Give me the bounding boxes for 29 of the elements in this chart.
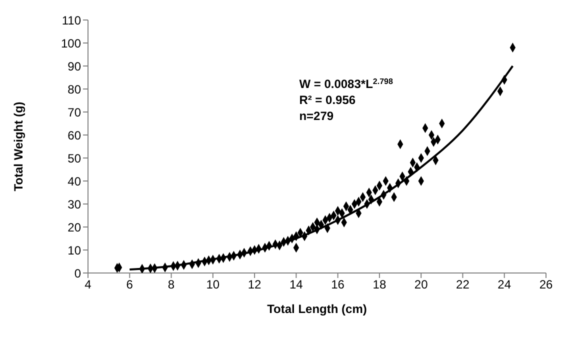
- x-tick-label: 14: [290, 278, 304, 292]
- x-tick-label: 12: [248, 278, 262, 292]
- y-tick-label: 40: [68, 174, 82, 188]
- y-tick-label: 10: [68, 243, 82, 258]
- y-tick-label: 20: [68, 220, 82, 234]
- x-tick-label: 20: [414, 278, 428, 292]
- annotation: R² = 0.956: [299, 93, 356, 107]
- y-tick-label: 0: [74, 266, 82, 280]
- x-axis-title: Total Length (cm): [267, 302, 367, 316]
- x-tick-label: 8: [168, 278, 175, 292]
- x-tick-label: 16: [331, 278, 345, 292]
- y-tick-label: 60: [68, 128, 82, 142]
- y-tick-label: 110: [62, 13, 82, 28]
- annotation: n=279: [299, 109, 334, 123]
- y-tick-label: 70: [68, 105, 82, 120]
- y-tick-label: 80: [68, 82, 82, 96]
- y-tick-label: 90: [68, 59, 82, 74]
- x-tick-label: 6: [126, 278, 134, 292]
- y-tick-label: 100: [60, 36, 82, 50]
- x-tick-label: 26: [539, 278, 553, 292]
- y-tick-label: 30: [68, 197, 82, 212]
- x-tick-label: 24: [498, 278, 512, 292]
- annotation: W = 0.0083*L$^{2.798}$: [299, 76, 394, 91]
- x-tick-label: 4: [84, 278, 92, 292]
- x-tick-label: 18: [372, 278, 386, 292]
- y-axis-title: Total Weight (g): [11, 102, 26, 192]
- y-tick-label: 50: [68, 151, 82, 166]
- x-tick-label: 10: [206, 278, 220, 292]
- x-tick-label: 22: [456, 278, 470, 292]
